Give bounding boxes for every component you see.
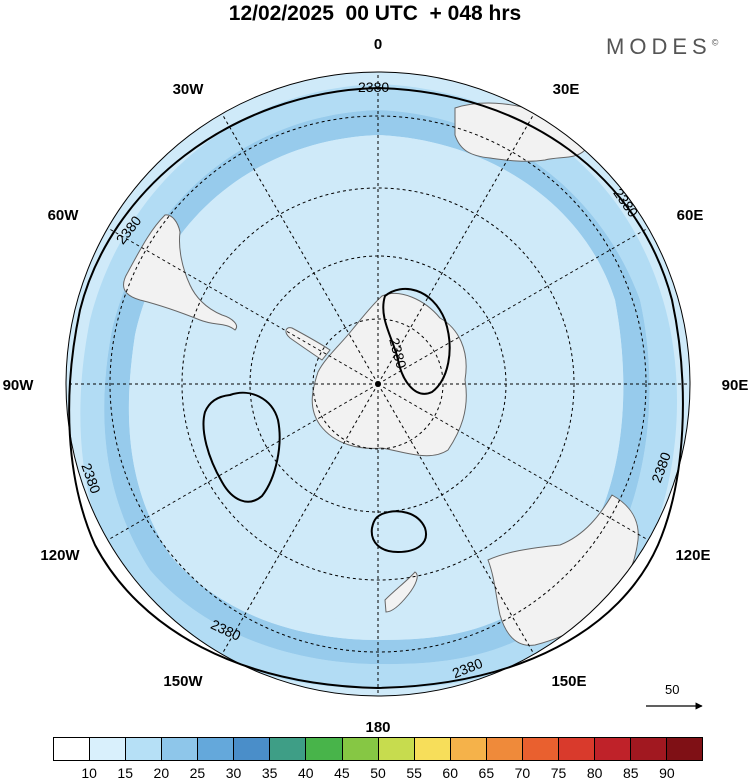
meridian-line: [107, 383, 379, 541]
latitude-circle: [181, 187, 575, 581]
contour-ring-2380: [68, 86, 684, 690]
lon-label-120w: 120W: [40, 547, 80, 564]
colorbar-tick-label: 30: [225, 765, 242, 781]
colorbar-tick-label: 35: [261, 765, 278, 781]
colorbar-tick-label: 55: [406, 765, 422, 781]
latitude-circle: [109, 115, 647, 653]
colorbar-tick-label: 90: [659, 765, 675, 781]
meridian-line: [107, 227, 379, 385]
colorbar-bin: [342, 738, 379, 760]
lon-label-60e: 60E: [677, 207, 704, 224]
contour-label: 2380: [386, 336, 410, 370]
polar-map: 2380 2380 2380 2380 2380 2380 2380 2380 …: [3, 36, 749, 735]
colorbar-tick-label: 45: [334, 765, 350, 781]
lon-label-90w: 90W: [3, 377, 35, 394]
colorbar-bin: [54, 738, 91, 760]
colorbar-bin: [162, 738, 199, 760]
colorbar-tick-label: 25: [189, 765, 206, 781]
colorbar-bin: [414, 738, 451, 760]
meridian-line: [377, 383, 649, 541]
meridians: [66, 72, 690, 696]
colorbar-bin: [378, 738, 415, 760]
contour-closed-low-1: [202, 391, 281, 503]
africa: [454, 102, 586, 162]
colorbar-bin: [234, 738, 271, 760]
latitude-circle: [312, 318, 444, 450]
longitude-labels: 0 30E 60E 90E 120E 150E 180 150W 120W 90…: [3, 36, 749, 735]
meridian-line: [377, 113, 535, 385]
colorbar-bin: [594, 738, 631, 760]
meridian-line: [221, 113, 379, 385]
lon-label-90e: 90E: [722, 377, 749, 394]
copyright-mark: ©: [711, 37, 719, 48]
brand-name: MODES: [606, 34, 712, 59]
colorbar-tick-label: 60: [442, 765, 459, 781]
colorbar-tick-label: 75: [550, 765, 567, 781]
colorbar-tick-label: 80: [586, 765, 603, 781]
colorbar: [53, 737, 703, 761]
colorbar-tick-label: 85: [622, 765, 639, 781]
map-disk: [66, 72, 690, 696]
south-pole-marker: [375, 381, 381, 387]
colorbar-bin: [306, 738, 343, 760]
colorbar-bin: [667, 738, 703, 760]
scale-vector-label: 50: [665, 682, 680, 697]
new-zealand: [384, 571, 418, 613]
meridian-line: [377, 383, 535, 655]
colorbar-tick-label: 40: [297, 765, 314, 781]
contour-label: 2380: [358, 79, 389, 95]
contour-closed-2380: [382, 287, 451, 395]
map-title: 12/02/2025 00 UTC + 048 hrs: [228, 2, 522, 25]
map-boundary: [65, 71, 691, 697]
colorbar-bin: [522, 738, 559, 760]
colorbar-ticks: 10 15 20 25 30 35 40 45 50 55 60 65 70 75 80 85 90: [53, 765, 703, 781]
lon-label-30e: 30E: [553, 81, 580, 98]
meridian-line: [221, 383, 379, 655]
meridian-line: [377, 227, 649, 385]
colorbar-tick-label: 10: [81, 765, 97, 781]
lon-label-180: 180: [365, 719, 390, 735]
contour-closed-low-2: [370, 510, 428, 554]
colorbar-tick-label: 15: [117, 765, 134, 781]
antarctica: [311, 292, 467, 457]
lon-label-0: 0: [374, 36, 382, 53]
colorbar-bin: [126, 738, 163, 760]
colorbar-tick-label: 65: [478, 765, 495, 781]
colorbar-bin: [631, 738, 668, 760]
lon-label-30w: 30W: [173, 81, 205, 98]
brand-logo: MODES©: [606, 34, 718, 60]
colorbar-bin: [558, 738, 595, 760]
contours: [68, 86, 684, 690]
graticule: [66, 72, 690, 696]
colorbar-bin: [90, 738, 127, 760]
lon-label-120e: 120E: [675, 547, 710, 564]
lon-label-150e: 150E: [551, 673, 586, 690]
colorbar-bin: [198, 738, 235, 760]
colorbar-bin: [450, 738, 487, 760]
lon-label-60w: 60W: [48, 207, 80, 224]
colorbar-tick-label: 50: [370, 765, 386, 781]
colorbar-tick-label: 20: [153, 765, 170, 781]
lon-label-150w: 150W: [163, 673, 203, 690]
colorbar-bin: [270, 738, 307, 760]
colorbar-bin: [486, 738, 523, 760]
south-america: [123, 214, 237, 331]
colorbar-tick-label: 70: [514, 765, 531, 781]
